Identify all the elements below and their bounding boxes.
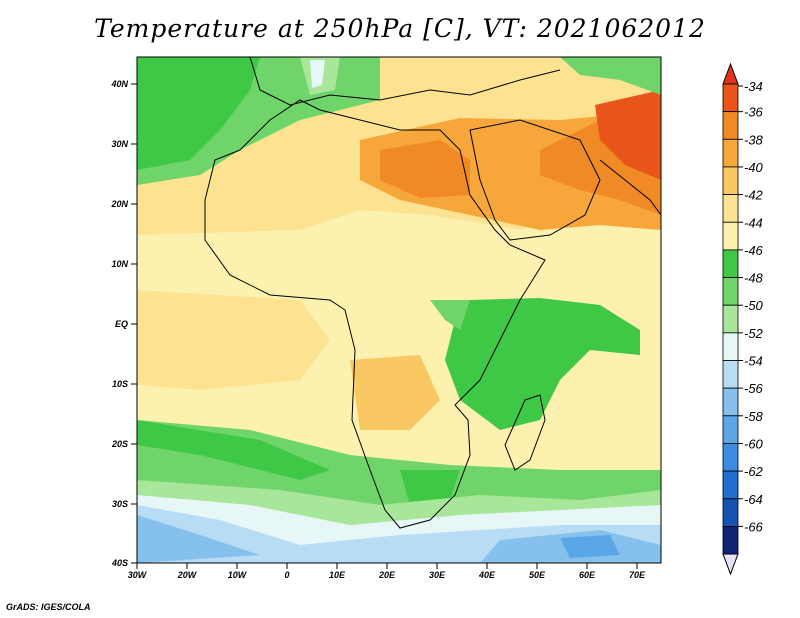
colorbar-label: -64	[744, 492, 763, 507]
colorbar-swatch	[722, 249, 739, 278]
colorbar-swatch	[722, 360, 739, 389]
lon-tick-label: 10E	[329, 570, 346, 580]
colorbar-swatch	[722, 332, 739, 361]
colorbar-swatch	[722, 194, 739, 223]
lat-tick-label: 30N	[111, 139, 128, 149]
colorbar-swatch	[722, 443, 739, 472]
lat-tick-label: EQ	[115, 319, 128, 329]
colorbar-label: -46	[744, 243, 764, 258]
colorbar-label: -42	[744, 188, 764, 203]
lon-tick-label: 10W	[228, 570, 248, 580]
colorbar-swatch	[722, 111, 739, 140]
colorbar-label: -62	[744, 464, 764, 479]
colorbar-label: -48	[744, 271, 764, 286]
lon-tick-label: 50E	[529, 570, 546, 580]
colorbar-label: -56	[744, 381, 764, 396]
lon-tick-label: 40E	[478, 570, 496, 580]
colorbar-label: -54	[744, 354, 763, 369]
colorbar-swatch	[722, 166, 739, 195]
colorbar-label: -38	[744, 132, 764, 147]
credit-label: GrADS: IGES/COLA	[6, 602, 91, 612]
colorbar-bottom-arrow	[722, 553, 739, 576]
colorbar-swatch	[722, 387, 739, 417]
asia-coastline	[599, 159, 661, 216]
colorbar-label: -50	[744, 298, 764, 313]
colorbar: -34 -36 -38 -40 -42 -44 -46 -48 -50 -52 -54 -56 -58 -…	[722, 62, 764, 576]
lat-tick-label: 20N	[110, 199, 128, 209]
colorbar-swatch	[722, 83, 739, 113]
colorbar-label: -36	[744, 105, 764, 120]
lat-tick-label: 40S	[111, 558, 128, 568]
lat-tick-label: 30S	[112, 499, 128, 509]
colorbar-swatch	[722, 221, 739, 251]
madagascar-coastline	[504, 394, 546, 471]
colorbar-swatch	[722, 498, 739, 527]
map-frame	[136, 56, 662, 564]
colorbar-label: -58	[744, 409, 764, 424]
africa-coastline	[204, 99, 546, 529]
colorbar-top-arrow	[722, 62, 739, 85]
colorbar-label: -52	[744, 326, 764, 341]
lon-tick-label: 30W	[128, 570, 148, 580]
colorbar-label: -40	[744, 160, 764, 175]
colorbar-label: -34	[744, 79, 763, 94]
lat-tick-label: 40N	[110, 79, 128, 89]
colorbar-swatch	[722, 138, 739, 168]
colorbar-label: -66	[744, 519, 764, 534]
lon-tick-label: 30E	[429, 570, 446, 580]
lon-tick-label: 0	[284, 570, 289, 580]
arabia-coastline	[469, 119, 601, 241]
europe-coastline	[249, 57, 561, 106]
colorbar-swatch	[722, 470, 739, 500]
lon-tick-label: 20E	[378, 570, 396, 580]
longitude-axis: 30W 20W 10W 0 10E 20E 30E 40E 50E 60E 70…	[128, 563, 646, 580]
lon-tick-label: 60E	[579, 570, 596, 580]
lat-tick-label: 20S	[111, 439, 128, 449]
map-title: Temperature at 250hPa [C], VT: 202106201…	[94, 14, 706, 43]
temperature-field	[137, 57, 661, 563]
colorbar-swatch	[722, 415, 739, 444]
lat-tick-label: 10N	[111, 259, 128, 269]
colorbar-swatch	[722, 277, 739, 306]
lon-tick-label: 70E	[629, 570, 646, 580]
lat-tick-label: 10S	[112, 379, 128, 389]
colorbar-swatch	[722, 526, 739, 555]
lon-tick-label: 20W	[177, 570, 198, 580]
colorbar-swatch	[722, 304, 739, 334]
latitude-axis: 40N 30N 20N 10N EQ 10S 20S 30S 40S	[110, 79, 137, 568]
colorbar-label: -44	[744, 215, 763, 230]
colorbar-label: -60	[744, 436, 764, 451]
